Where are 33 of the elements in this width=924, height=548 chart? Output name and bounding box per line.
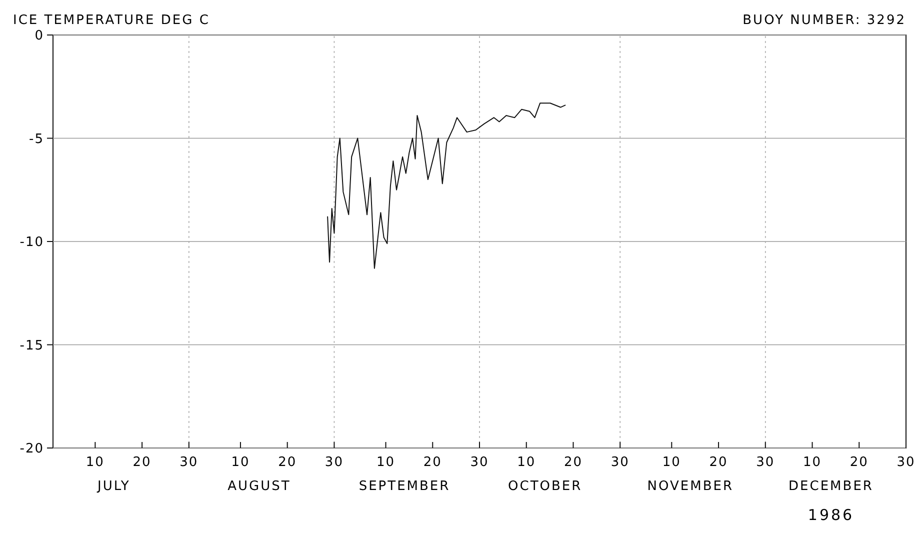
chart-subtitle: BUOY NUMBER: 3292 bbox=[742, 13, 906, 28]
x-tick-label: 20 bbox=[423, 455, 442, 470]
line-series bbox=[327, 102, 566, 269]
text: AUGUST bbox=[228, 479, 291, 494]
x-tick-label: 30 bbox=[180, 455, 198, 470]
chart-title: ICE TEMPERATURE DEG C bbox=[13, 13, 210, 28]
text: JULY bbox=[96, 479, 130, 494]
x-tick-label: 10 bbox=[517, 455, 536, 470]
x-tick-label: 20 bbox=[850, 455, 868, 470]
y-tick-label: -20 bbox=[20, 442, 44, 457]
x-tick-label: 20 bbox=[132, 455, 152, 470]
x-tick-label: 30 bbox=[470, 455, 489, 470]
y-tick-label: -5 bbox=[29, 132, 44, 147]
x-tick-label: 30 bbox=[896, 455, 916, 470]
x-tick-label: 10 bbox=[802, 455, 822, 470]
text: NOVEMBER bbox=[647, 479, 734, 494]
x-tick-label: 30 bbox=[610, 455, 630, 470]
x-tick-label: 20 bbox=[564, 455, 583, 470]
x-tick-label: 30 bbox=[756, 455, 775, 470]
x-tick-label: 10 bbox=[662, 455, 681, 470]
x-tick-label: 10 bbox=[86, 455, 104, 470]
x-tick-label: 10 bbox=[376, 455, 396, 470]
x-tick-label: 20 bbox=[278, 455, 297, 470]
y-tick-label: 0 bbox=[34, 28, 44, 44]
y-tick-label: -15 bbox=[20, 338, 44, 354]
text: OCTOBER bbox=[508, 479, 582, 494]
x-tick-label: 20 bbox=[709, 455, 728, 470]
text: DECEMBER bbox=[788, 479, 874, 494]
x-tick-label: 10 bbox=[231, 455, 250, 470]
x-axis-title: 1986 bbox=[808, 506, 854, 524]
x-tick-label: 30 bbox=[324, 455, 344, 470]
text: SEPTEMBER bbox=[358, 479, 450, 494]
y-tick-label: -10 bbox=[20, 235, 44, 250]
